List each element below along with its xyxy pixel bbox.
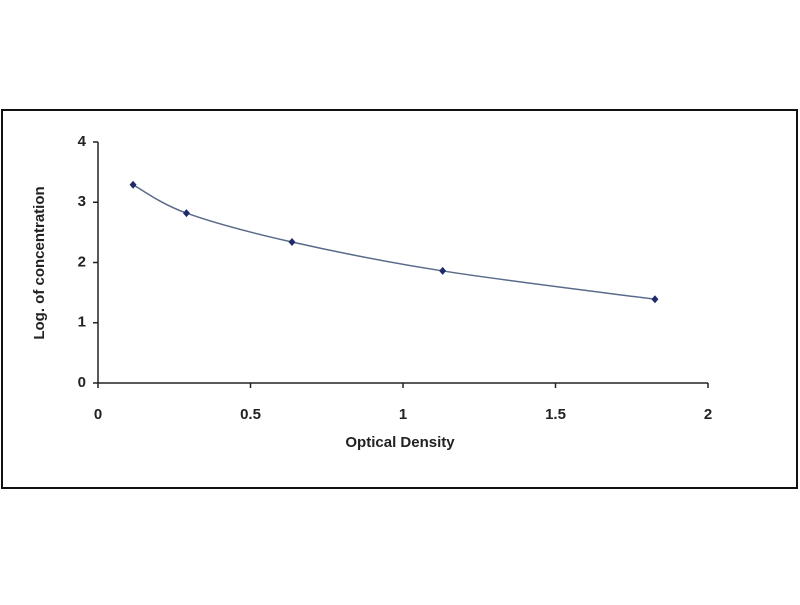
y-tick-label: 0 xyxy=(78,374,86,391)
data-point xyxy=(182,209,190,218)
chart-frame xyxy=(1,109,798,489)
data-point xyxy=(129,180,137,189)
data-point xyxy=(651,295,659,304)
y-tick-label: 1 xyxy=(78,314,86,331)
y-axis-label: Log. of concentration xyxy=(31,186,48,339)
x-tick-label: 0 xyxy=(94,406,102,423)
data-point xyxy=(288,238,296,247)
y-tick-label: 4 xyxy=(78,133,87,150)
x-axis-label: Optical Density xyxy=(345,434,455,451)
x-tick-label: 1 xyxy=(399,406,407,423)
y-tick-label: 2 xyxy=(78,253,86,270)
x-tick-label: 1.5 xyxy=(545,406,566,423)
y-tick-label: 3 xyxy=(78,193,86,210)
x-tick-label: 2 xyxy=(704,406,712,423)
x-tick-label: 0.5 xyxy=(240,406,261,423)
data-point xyxy=(439,266,447,275)
